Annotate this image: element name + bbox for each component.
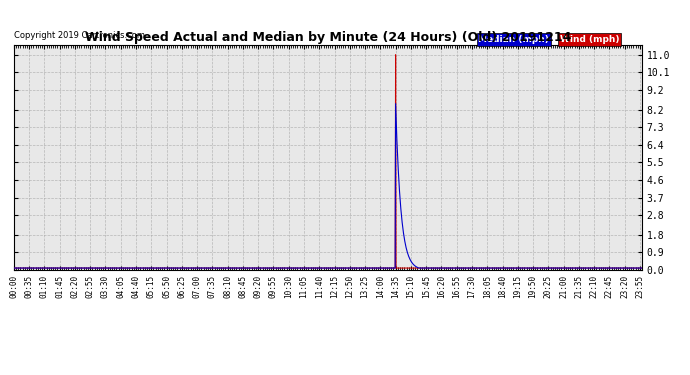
Text: Median (mph): Median (mph) [478, 35, 549, 44]
Title: Wind Speed Actual and Median by Minute (24 Hours) (Old) 20191214: Wind Speed Actual and Median by Minute (… [85, 31, 571, 44]
Text: Copyright 2019 Cartronics.com: Copyright 2019 Cartronics.com [14, 32, 145, 40]
Text: Wind (mph): Wind (mph) [560, 35, 620, 44]
